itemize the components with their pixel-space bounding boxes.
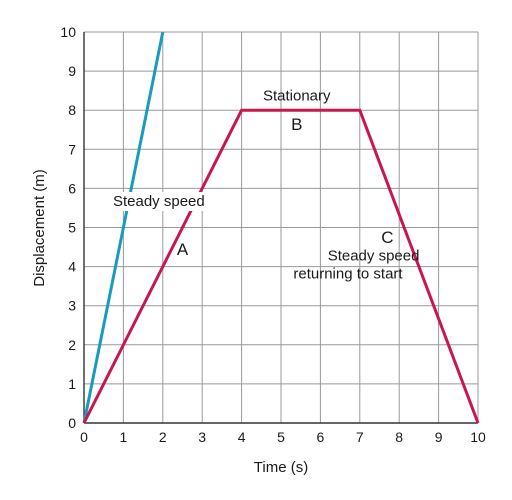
x-tick-label: 1	[120, 429, 128, 445]
y-tick-label: 10	[60, 24, 76, 40]
x-tick-label: 9	[435, 429, 443, 445]
x-tick-label: 6	[317, 429, 325, 445]
axes: 0 1 2 3 4 5 6 7 8 9 10 0 1 2 3 4 5 6 7 8 9 10	[60, 24, 486, 445]
x-tick-label: 2	[159, 429, 167, 445]
y-tick-label: 4	[68, 259, 76, 275]
annotation-text: Steady speed	[113, 193, 205, 210]
y-tick-label: 3	[68, 298, 76, 314]
y-tick-label: 7	[68, 141, 76, 157]
y-tick-label: 2	[68, 337, 76, 353]
x-tick-label: 5	[277, 429, 285, 445]
annotation-text: Steady speed	[328, 248, 420, 265]
y-tick-label: 5	[68, 220, 76, 236]
y-tick-label: 1	[68, 376, 76, 392]
x-tick-label: 10	[470, 429, 486, 445]
x-tick-label: 3	[198, 429, 206, 445]
labels: Time (s) Displacement (m)	[31, 169, 308, 476]
series-line-1	[82, 31, 165, 424]
segment-letter-b: B	[291, 115, 302, 134]
y-tick-label: 8	[68, 102, 76, 118]
y-axis-label: Displacement (m)	[31, 169, 48, 287]
x-tick-label: 4	[238, 429, 246, 445]
x-tick-label: 0	[80, 429, 88, 445]
x-axis-label: Time (s)	[254, 459, 308, 476]
annotation-text: Stationary	[263, 87, 331, 104]
x-tick-label: 7	[356, 429, 364, 445]
series-lines	[82, 31, 480, 424]
annotation-text: returning to start	[293, 265, 403, 282]
y-tick-label: 6	[68, 180, 76, 196]
segment-letter-a: A	[177, 240, 189, 259]
x-tick-label: 8	[395, 429, 403, 445]
series-line-2	[82, 108, 480, 424]
annotation-background	[108, 191, 209, 211]
segment-letter-c: C	[381, 228, 393, 247]
y-tick-label: 0	[68, 415, 76, 431]
y-tick-label: 9	[68, 63, 76, 79]
